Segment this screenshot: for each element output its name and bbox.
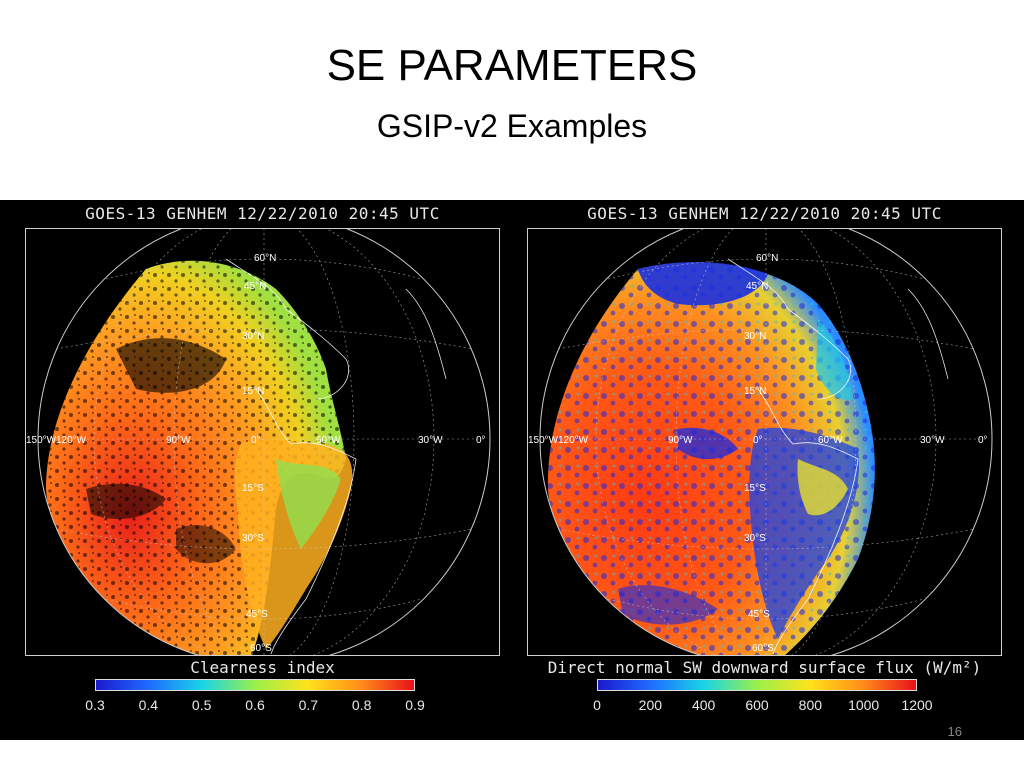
slide-subtitle: GSIP-v2 Examples: [376, 108, 648, 144]
geo-label: 45°S: [246, 609, 268, 620]
geo-label: 30°N: [242, 331, 264, 342]
geo-label: 150°W: [528, 435, 559, 446]
tick-label: 0.9: [405, 697, 425, 713]
geo-label: 60°N: [756, 253, 778, 264]
panel-header: GOES-13 GENHEM 12/22/2010 20:45 UTC: [587, 204, 942, 223]
geo-label: 60°S: [250, 643, 272, 654]
geo-label: 30°W: [418, 435, 443, 446]
colorbar-title: Clearness index: [190, 658, 335, 677]
tick-label: 0.5: [191, 697, 212, 713]
geo-label: 45°S: [748, 609, 770, 620]
globe-map-image: 60°N 45°N 30°N 15°N 0° 15°S 30°S 45°S 60…: [528, 229, 993, 655]
geo-label: 60°W: [316, 435, 341, 446]
tick-label: 0.6: [245, 697, 265, 713]
globe-map-image: 60°N 45°N 30°N 15°N 0° 15°S 30°S 45°S 60…: [26, 229, 491, 655]
geo-label: 90°W: [166, 435, 191, 446]
tick-label: 0.4: [138, 697, 159, 713]
geo-label: 0°: [476, 435, 486, 446]
geo-label: 120°W: [56, 435, 87, 446]
globe-map: 60°N 45°N 30°N 15°N 0° 15°S 30°S 45°S 60…: [25, 228, 500, 656]
colorbar-ticks: 0.3 0.4 0.5 0.6 0.7 0.8 0.9: [85, 697, 424, 715]
geo-label: 15°N: [744, 386, 766, 397]
geo-label: 120°W: [558, 435, 589, 446]
geo-label: 30°S: [242, 533, 264, 544]
geo-label: 90°W: [668, 435, 693, 446]
geo-label: 60°S: [752, 643, 774, 654]
geo-label: 0°: [978, 435, 988, 446]
tick-label: 600: [745, 697, 769, 713]
tick-label: 400: [691, 697, 716, 713]
tick-label: 200: [638, 697, 663, 713]
tick-label: 0.8: [351, 697, 372, 713]
colorbar-ticks: 0 200 400 600 800 1000 1200: [593, 697, 932, 715]
geo-label: 30°N: [744, 331, 766, 342]
geo-label: 15°S: [242, 483, 264, 494]
colorbar: [95, 679, 415, 691]
geo-label: 45°N: [746, 281, 768, 292]
globe-map: 60°N 45°N 30°N 15°N 0° 15°S 30°S 45°S 60…: [527, 228, 1002, 656]
geo-label: 45°N: [244, 281, 266, 292]
tick-label: 0.3: [85, 697, 105, 713]
geo-label: 15°S: [744, 483, 766, 494]
clearness-index-panel: GOES-13 GENHEM 12/22/2010 20:45 UTC: [25, 200, 500, 740]
tick-label: 1000: [848, 697, 880, 713]
geo-label: 0°: [251, 435, 261, 446]
panel-header: GOES-13 GENHEM 12/22/2010 20:45 UTC: [85, 204, 440, 223]
geo-label: 0°: [753, 435, 763, 446]
page-number: 16: [947, 724, 962, 739]
tick-label: 0.7: [298, 697, 319, 713]
geo-label: 60°W: [818, 435, 843, 446]
tick-label: 800: [798, 697, 823, 713]
tick-label: 0: [593, 697, 601, 713]
geo-label: 15°N: [242, 386, 264, 397]
slide-title: SE PARAMETERS: [326, 41, 698, 90]
figure-area: GOES-13 GENHEM 12/22/2010 20:45 UTC: [0, 200, 1024, 740]
tick-label: 1200: [901, 697, 933, 713]
geo-label: 30°S: [744, 533, 766, 544]
colorbar-title: Direct normal SW downward surface flux (…: [547, 658, 982, 677]
geo-label: 60°N: [254, 253, 276, 264]
direct-normal-flux-panel: GOES-13 GENHEM 12/22/2010 20:45 UTC: [527, 200, 1002, 740]
colorbar: [597, 679, 917, 691]
geo-label: 150°W: [26, 435, 57, 446]
geo-label: 30°W: [920, 435, 945, 446]
